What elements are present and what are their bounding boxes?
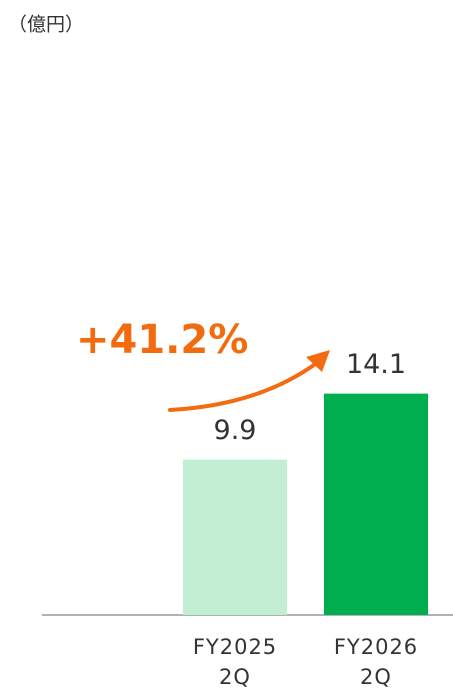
x-tick-line: FY2026 bbox=[334, 635, 418, 659]
x-tick-line: FY2025 bbox=[193, 635, 277, 659]
bar bbox=[183, 459, 287, 615]
x-tick-label: FY2025 2Q bbox=[193, 635, 277, 689]
x-tick-line: 2Q bbox=[360, 665, 392, 689]
x-tick-label: FY2026 2Q bbox=[334, 635, 418, 689]
value-label: 9.9 bbox=[214, 415, 257, 446]
growth-annotation: +41.2% bbox=[76, 317, 248, 363]
growth-arrowhead bbox=[306, 350, 330, 372]
x-tick-line: 2Q bbox=[219, 665, 251, 689]
bar bbox=[324, 393, 428, 615]
growth-arrow bbox=[168, 360, 320, 412]
value-label: 14.1 bbox=[346, 349, 406, 380]
unit-label: （億円） bbox=[8, 14, 84, 36]
